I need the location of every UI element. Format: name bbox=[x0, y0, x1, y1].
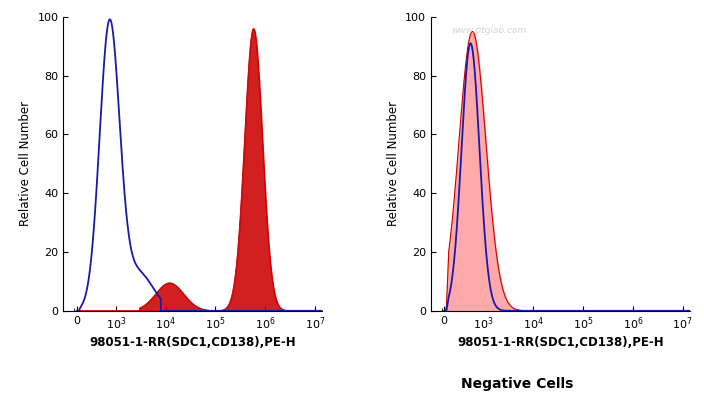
X-axis label: 98051-1-RR(SDC1,CD138),PE-H: 98051-1-RR(SDC1,CD138),PE-H bbox=[457, 336, 664, 349]
Y-axis label: Relative Cell Number: Relative Cell Number bbox=[19, 101, 32, 226]
Text: Negative Cells: Negative Cells bbox=[461, 377, 574, 391]
Text: www.ptglab.com: www.ptglab.com bbox=[452, 26, 527, 34]
X-axis label: 98051-1-RR(SDC1,CD138),PE-H: 98051-1-RR(SDC1,CD138),PE-H bbox=[89, 336, 296, 349]
Y-axis label: Relative Cell Number: Relative Cell Number bbox=[386, 101, 400, 226]
